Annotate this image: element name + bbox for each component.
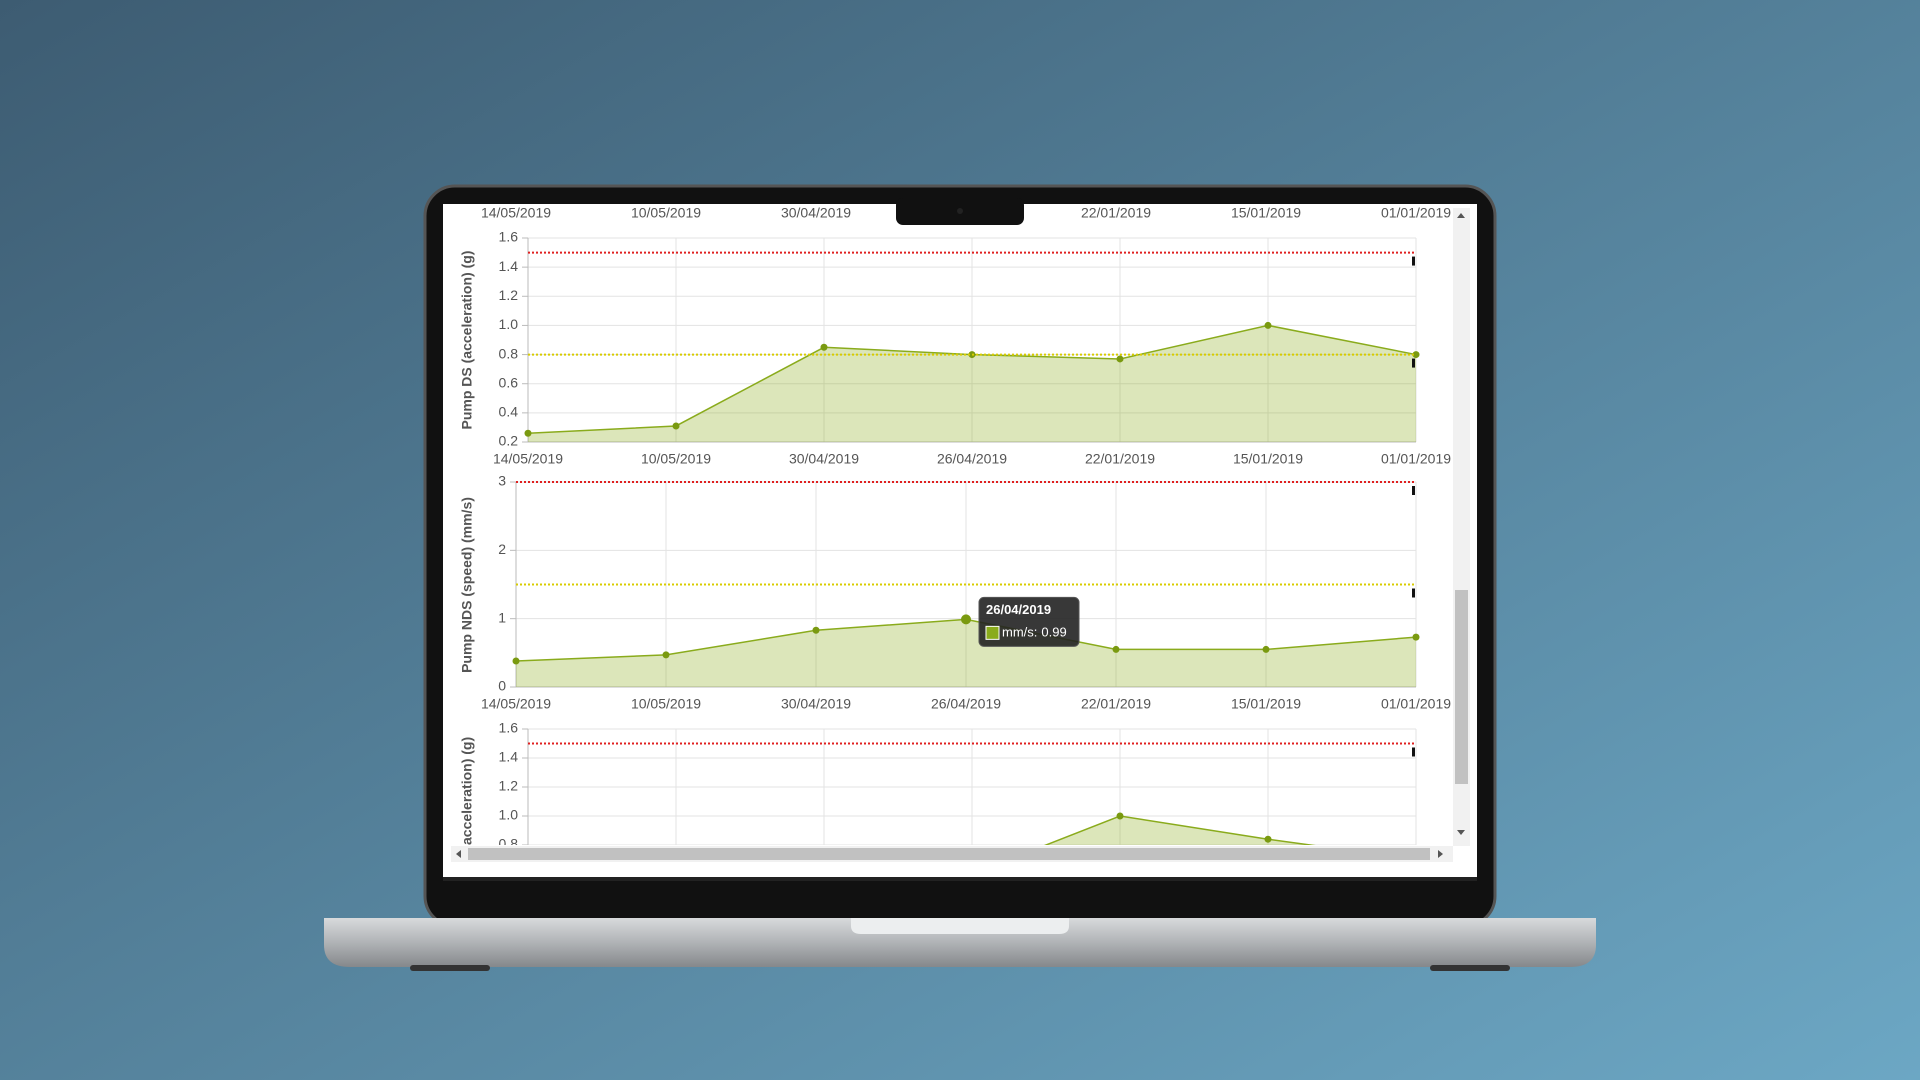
x-tick-label: 14/05/2019 [481,205,551,221]
threshold-marker [1412,747,1415,757]
screen [443,204,1477,877]
tooltip-number: 0.99 [1041,625,1066,640]
point [662,651,670,659]
x-tick-label: 15/01/2019 [1231,696,1301,712]
threshold-marker [1412,486,1415,495]
screen-edge [443,877,1477,881]
line [1043,815,1316,845]
x-tick-label: 22/01/2019 [1081,696,1151,712]
y-tick-label: 1.6 [499,229,519,245]
tooltip-value: mm/s: 0.99 [1002,625,1067,640]
tooltip: 26/04/2019 mm/s: 0.99 [978,596,1080,647]
point [1262,645,1270,653]
y-tick-label: 0.8 [499,836,519,852]
x-tick-label: 01/01/2019 [1381,696,1451,712]
foot [1430,965,1510,971]
point [1412,633,1420,641]
x-tick-label: 15/01/2019 [1231,205,1301,221]
y-tick-label: 0.8 [499,345,519,361]
point [1412,351,1420,359]
v-scroll-thumb[interactable] [1455,590,1468,784]
y-tick-label: 1.4 [499,749,519,765]
y-axis-label: Pump DS (acceleration) (g) [459,251,475,430]
screen-content: 14/05/2019 10/05/2019 30/04/2019 22/01/2019… [459,205,1452,852]
x-tick-label: 01/01/2019 [1381,205,1451,221]
tooltip-label: mm/s: [1002,625,1037,640]
x-tick-label: 14/05/2019 [493,451,563,467]
point [512,657,520,665]
y-axis-label: acceleration) (g) [459,737,475,845]
point [1264,321,1272,329]
point [1112,645,1120,653]
tooltip-swatch [985,625,1000,640]
area [1046,816,1311,845]
h-scroll-thumb[interactable] [468,848,1430,860]
x-tick-label: 26/04/2019 [931,696,1001,712]
chart: 0 1 2 3 14/05/2019 10/05/2019 30/04/2019 26/04/… [459,473,1452,712]
y-tick-label: 0.6 [499,374,519,390]
tooltip-title: 26/04/2019 [986,602,1051,617]
x-tick-label: 10/05/2019 [641,451,711,467]
x-tick-label: 14/05/2019 [481,696,551,712]
y-axis-label: Pump NDS (speed) (mm/s) [459,497,475,673]
area [516,619,1416,687]
y-tick-label: 0 [498,678,506,694]
y-tick-label: 1.2 [499,778,519,794]
y-tick-label: 0.2 [499,433,519,449]
foot [410,965,490,971]
y-tick-label: 1 [498,609,506,625]
x-tick-label: 10/05/2019 [631,205,701,221]
threshold-marker [1412,588,1415,598]
x-tick-label: 22/01/2019 [1085,451,1155,467]
tooltip-box [978,596,1080,647]
point [1116,812,1124,820]
point [672,422,680,430]
point [961,614,971,625]
point [812,626,820,634]
x-tick-label: 10/05/2019 [631,696,701,712]
y-tick-label: 2 [498,541,506,557]
threshold-marker [1412,358,1415,368]
x-tick-label: 26/04/2019 [937,451,1007,467]
y-tick-label: 1.6 [499,720,519,736]
y-tick-label: 0.4 [499,404,519,420]
x-tick-label: 30/04/2019 [781,205,851,221]
y-tick-label: 1.0 [499,316,519,332]
laptop-base [324,918,1596,967]
x-tick-label: 30/04/2019 [781,696,851,712]
point [820,343,828,351]
point [1264,835,1272,843]
y-tick-label: 1.2 [499,287,519,303]
y-tick-label: 3 [498,473,506,489]
x-tick-label: 30/04/2019 [789,451,859,467]
camera [957,208,963,214]
y-tick-label: 1.4 [499,258,519,274]
chart: 0.2 0.4 0.6 0.8 1.0 1.2 1.4 1.6 14/05/2019 10/05/… [459,229,1452,467]
base-notch [851,918,1069,934]
point [524,429,532,437]
x-tick-label: 22/01/2019 [1081,205,1151,221]
x-tick-label: 15/01/2019 [1233,451,1303,467]
point [1116,355,1124,363]
x-tick-label: 01/01/2019 [1381,451,1451,467]
threshold-marker [1412,256,1415,266]
y-tick-label: 1.0 [499,807,519,823]
